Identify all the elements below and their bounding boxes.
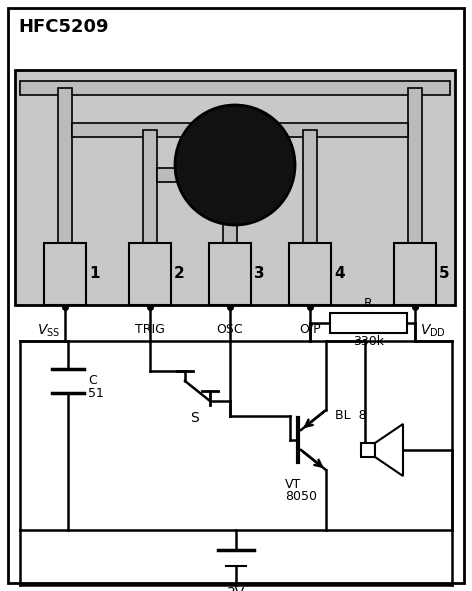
Bar [361, 443, 375, 457]
Text: 4: 4 [334, 267, 345, 281]
Text: 2: 2 [174, 267, 185, 281]
Text: 3V: 3V [227, 586, 245, 591]
Bar [129, 243, 171, 305]
Text: 5: 5 [439, 267, 450, 281]
Bar [72, 123, 408, 137]
Text: 3: 3 [254, 267, 265, 281]
Bar [289, 243, 331, 305]
Bar [44, 243, 86, 305]
Bar [20, 81, 450, 95]
Text: 51: 51 [88, 387, 104, 400]
Text: TRIG: TRIG [135, 323, 165, 336]
Bar [223, 175, 237, 243]
Polygon shape [375, 424, 403, 476]
Bar [408, 88, 422, 243]
Text: $\mathit{V}_{\mathrm{DD}}$: $\mathit{V}_{\mathrm{DD}}$ [420, 323, 446, 339]
Text: HFC5209: HFC5209 [18, 18, 109, 36]
Ellipse shape [175, 105, 295, 225]
Text: 330k: 330k [353, 335, 384, 348]
Bar [143, 130, 157, 243]
Text: R: R [364, 297, 373, 310]
Text: $\mathit{V}_{\mathrm{SS}}$: $\mathit{V}_{\mathrm{SS}}$ [37, 323, 60, 339]
Bar [209, 243, 251, 305]
Text: VT: VT [285, 478, 301, 491]
Bar [58, 88, 72, 243]
Bar [15, 70, 455, 305]
Text: 1: 1 [89, 267, 100, 281]
Text: BL  8: BL 8 [335, 409, 367, 422]
Bar [303, 130, 317, 243]
Text: C: C [88, 374, 97, 387]
Bar [330, 313, 407, 333]
Text: S: S [190, 411, 199, 425]
Bar [394, 243, 436, 305]
Bar [157, 168, 237, 182]
Text: 8050: 8050 [285, 490, 317, 503]
Text: O/P: O/P [299, 323, 321, 336]
Text: OSC: OSC [217, 323, 243, 336]
